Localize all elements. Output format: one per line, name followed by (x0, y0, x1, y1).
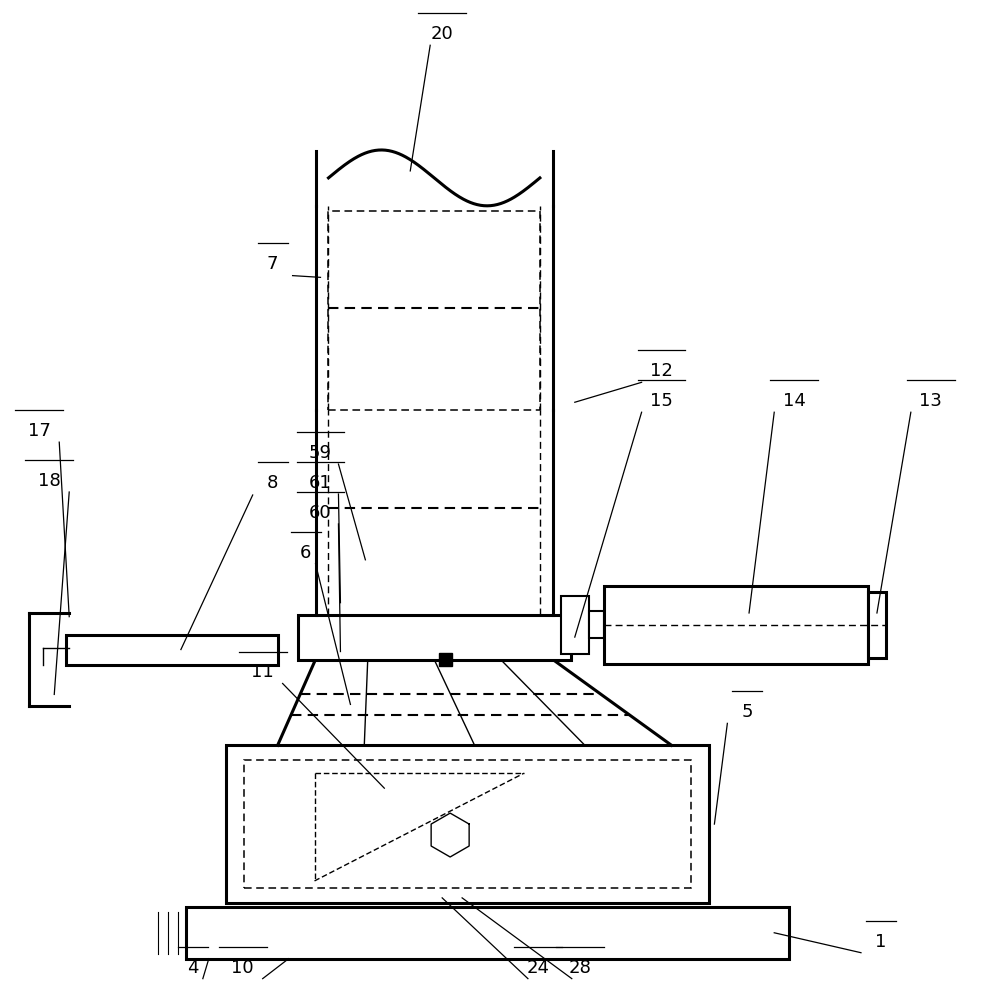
Text: 11: 11 (251, 663, 274, 681)
Text: 61: 61 (309, 474, 332, 492)
Bar (439, 652, 452, 665)
Text: 13: 13 (919, 392, 942, 410)
Text: 20: 20 (431, 26, 454, 44)
Bar (604, 586, 868, 663)
Bar (868, 592, 886, 657)
Text: 18: 18 (38, 472, 61, 490)
Bar (186, 907, 789, 958)
Text: 17: 17 (28, 422, 51, 441)
Bar (298, 615, 571, 659)
Bar (328, 211, 540, 410)
Text: 24: 24 (526, 958, 549, 977)
Bar (561, 596, 589, 653)
Text: 1: 1 (875, 933, 887, 950)
Text: 8: 8 (267, 474, 278, 492)
Text: 4: 4 (187, 958, 199, 977)
Text: 6: 6 (300, 544, 311, 561)
Text: 15: 15 (650, 392, 673, 410)
Text: 60: 60 (309, 504, 332, 522)
Bar (589, 612, 604, 638)
Text: 5: 5 (742, 703, 753, 722)
Bar (226, 745, 709, 903)
Text: 12: 12 (650, 362, 673, 380)
Bar (244, 760, 691, 888)
Text: 14: 14 (783, 392, 806, 410)
Text: 7: 7 (267, 254, 278, 272)
Text: 10: 10 (231, 958, 254, 977)
Text: 59: 59 (309, 445, 332, 462)
Text: 28: 28 (568, 958, 591, 977)
Bar (66, 635, 278, 664)
